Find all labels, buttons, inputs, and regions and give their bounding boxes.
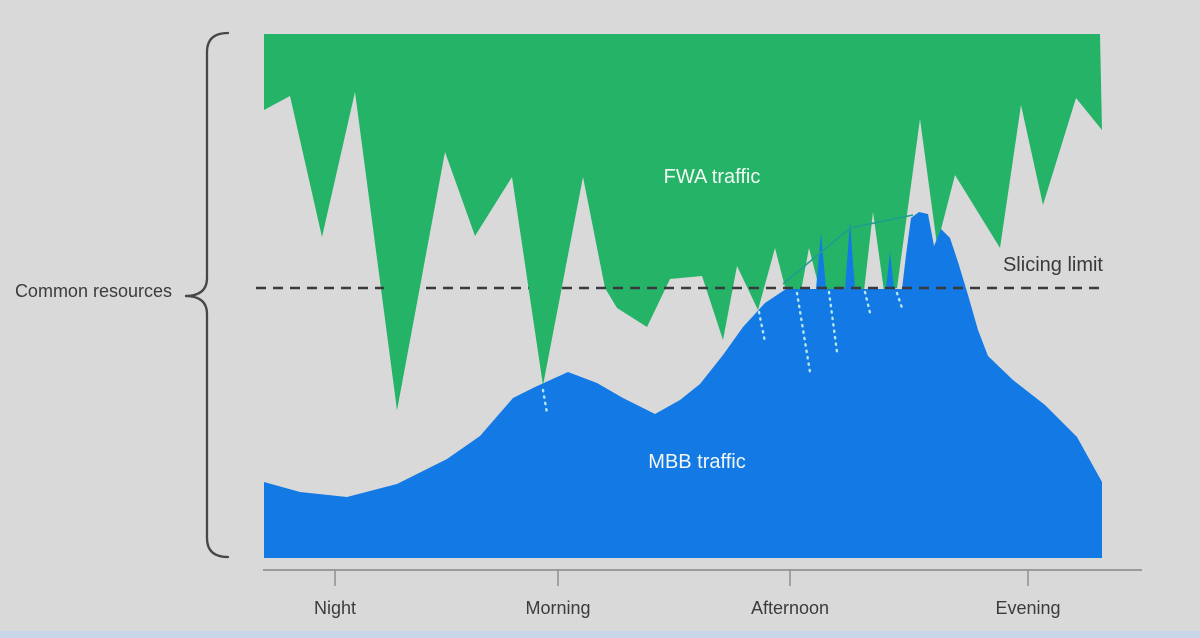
fwa-spike-overlay-0 xyxy=(382,270,423,410)
axis-group xyxy=(263,569,1142,586)
slicing-limit-label: Slicing limit xyxy=(1003,254,1103,276)
bottom-border xyxy=(0,631,1200,638)
ghost-trail-0 xyxy=(541,388,549,415)
ghost-trails-group xyxy=(541,290,904,415)
ghost-trail-4 xyxy=(863,290,873,319)
ghost-trail-5 xyxy=(895,291,904,310)
fwa-traffic-area xyxy=(264,34,1102,410)
capacity-line xyxy=(782,214,914,285)
ghost-trail-1 xyxy=(757,310,767,344)
common-resources-brace xyxy=(184,31,230,559)
labels-group: Common resources FWA traffic MBB traffic… xyxy=(15,166,1103,618)
fwa-area-label: FWA traffic xyxy=(664,166,761,188)
x-axis-label-evening: Evening xyxy=(995,598,1060,618)
x-axis-label-night: Night xyxy=(314,598,356,618)
x-axis-label-afternoon: Afternoon xyxy=(751,598,829,618)
fwa-spike-overlay-1 xyxy=(526,270,565,385)
mbb-area-group xyxy=(264,212,1102,558)
ghost-trail-2 xyxy=(795,291,812,374)
fwa-area-group xyxy=(264,34,1102,410)
common-resources-label: Common resources xyxy=(15,281,172,301)
overlay-spikes-group xyxy=(382,270,565,410)
mbb-traffic-area xyxy=(264,212,1102,558)
mbb-area-label: MBB traffic xyxy=(648,451,745,473)
x-axis-label-morning: Morning xyxy=(525,598,590,618)
capacity-line-group xyxy=(782,214,914,285)
bottom-strip-group xyxy=(0,631,1200,638)
brace-group xyxy=(184,31,230,559)
